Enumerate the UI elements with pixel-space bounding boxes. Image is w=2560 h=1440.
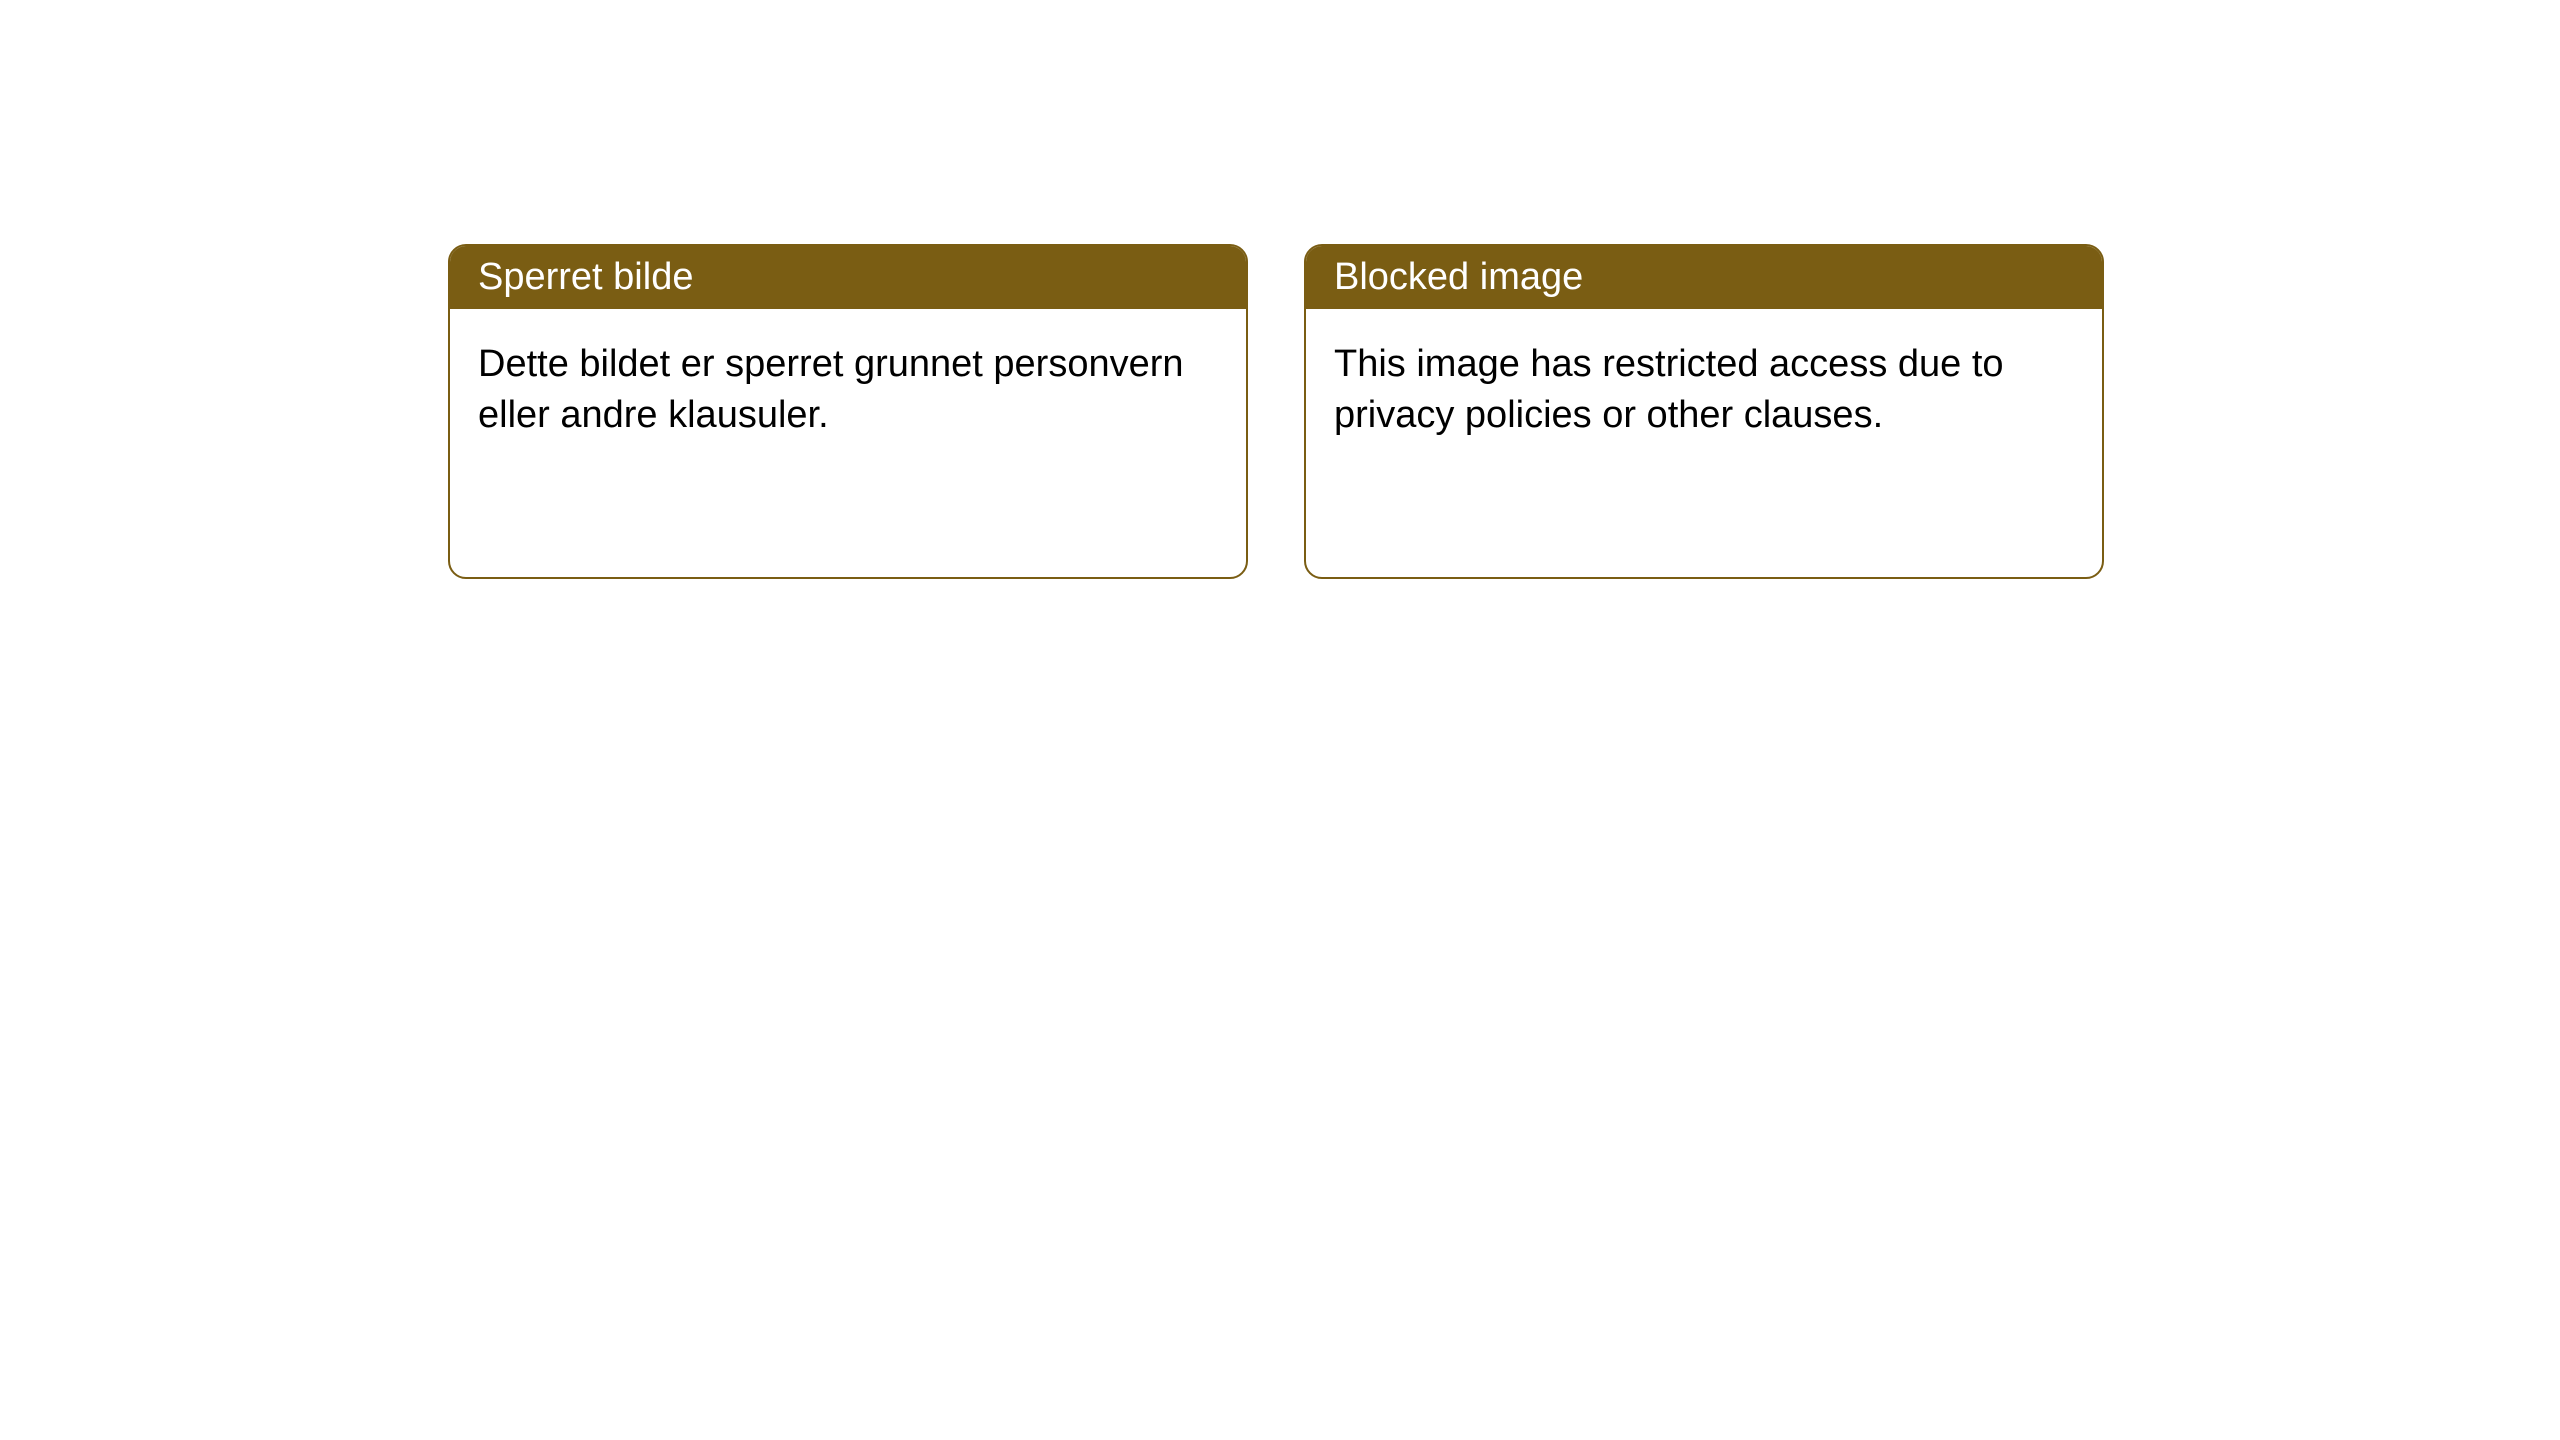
- notice-message: This image has restricted access due to …: [1334, 343, 2004, 436]
- notice-card-norwegian: Sperret bilde Dette bildet er sperret gr…: [448, 244, 1248, 579]
- notice-title: Blocked image: [1334, 256, 1583, 298]
- notice-container: Sperret bilde Dette bildet er sperret gr…: [448, 244, 2104, 579]
- notice-body: This image has restricted access due to …: [1306, 309, 2102, 472]
- notice-card-english: Blocked image This image has restricted …: [1304, 244, 2104, 579]
- notice-title: Sperret bilde: [478, 256, 693, 298]
- notice-header: Blocked image: [1306, 246, 2102, 309]
- notice-header: Sperret bilde: [450, 246, 1246, 309]
- notice-body: Dette bildet er sperret grunnet personve…: [450, 309, 1246, 472]
- notice-message: Dette bildet er sperret grunnet personve…: [478, 343, 1184, 436]
